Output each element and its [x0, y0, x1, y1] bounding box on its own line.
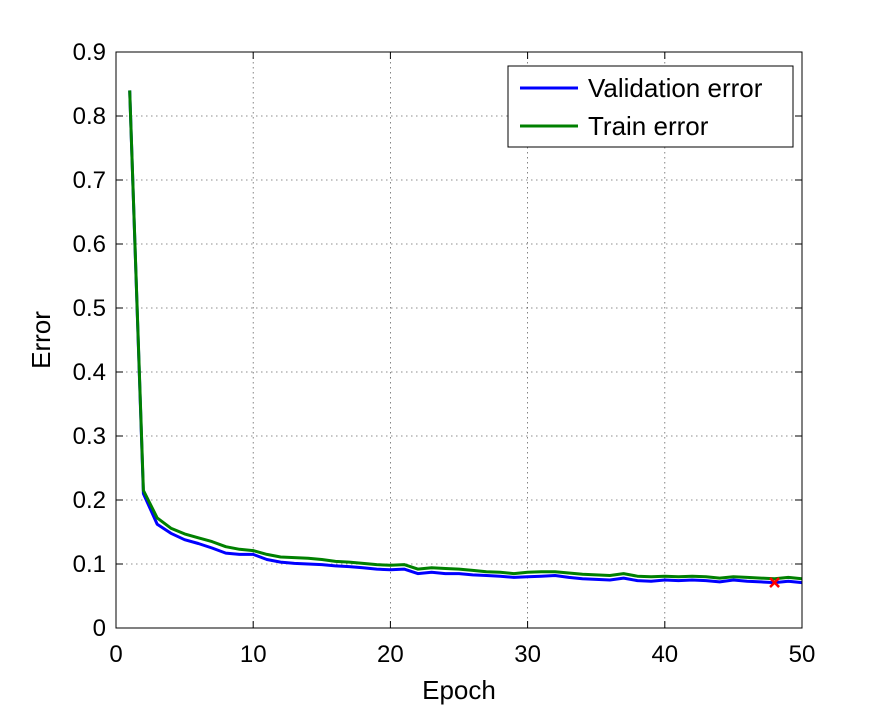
y-tick-label: 0.3 [73, 423, 106, 450]
series-line-validation [128, 90, 803, 585]
grid [116, 52, 802, 628]
marker-group [769, 577, 780, 588]
plot-area-border [115, 51, 803, 629]
y-tick-label: 0.9 [73, 39, 106, 66]
ticks [115, 51, 803, 629]
x-tick-label: 40 [651, 641, 678, 668]
y-tick-label: 0.7 [73, 167, 106, 194]
x-tick-label: 50 [789, 641, 816, 668]
legend-box [507, 65, 794, 148]
x-tick-label: 0 [109, 641, 122, 668]
x-tick-label: 20 [377, 641, 404, 668]
x-tick-label: 30 [514, 641, 541, 668]
y-tick-label: 0.2 [73, 487, 106, 514]
y-tick-label: 0.4 [73, 359, 106, 386]
y-tick-label: 0 [93, 615, 106, 642]
legend-label-train: Train error [588, 111, 709, 141]
y-axis-label: Error [26, 311, 56, 369]
y-tick-label: 0.1 [73, 551, 106, 578]
x-tick-label: 10 [240, 641, 267, 668]
x-axis-label: Epoch [422, 675, 496, 705]
legend-label-validation: Validation error [588, 73, 763, 103]
y-tick-label: 0.5 [73, 295, 106, 322]
y-tick-label: 0.8 [73, 103, 106, 130]
min-validation-marker [769, 577, 780, 588]
legend: Validation error Train error [507, 65, 794, 148]
tick-labels: 0 10 20 30 40 50 0 0.1 0.2 0.3 0.4 0.5 0.6 0.7 0.8 0.9 [73, 39, 816, 668]
series-line-train [128, 90, 803, 581]
series-group [128, 90, 803, 585]
y-tick-label: 0.6 [73, 231, 106, 258]
